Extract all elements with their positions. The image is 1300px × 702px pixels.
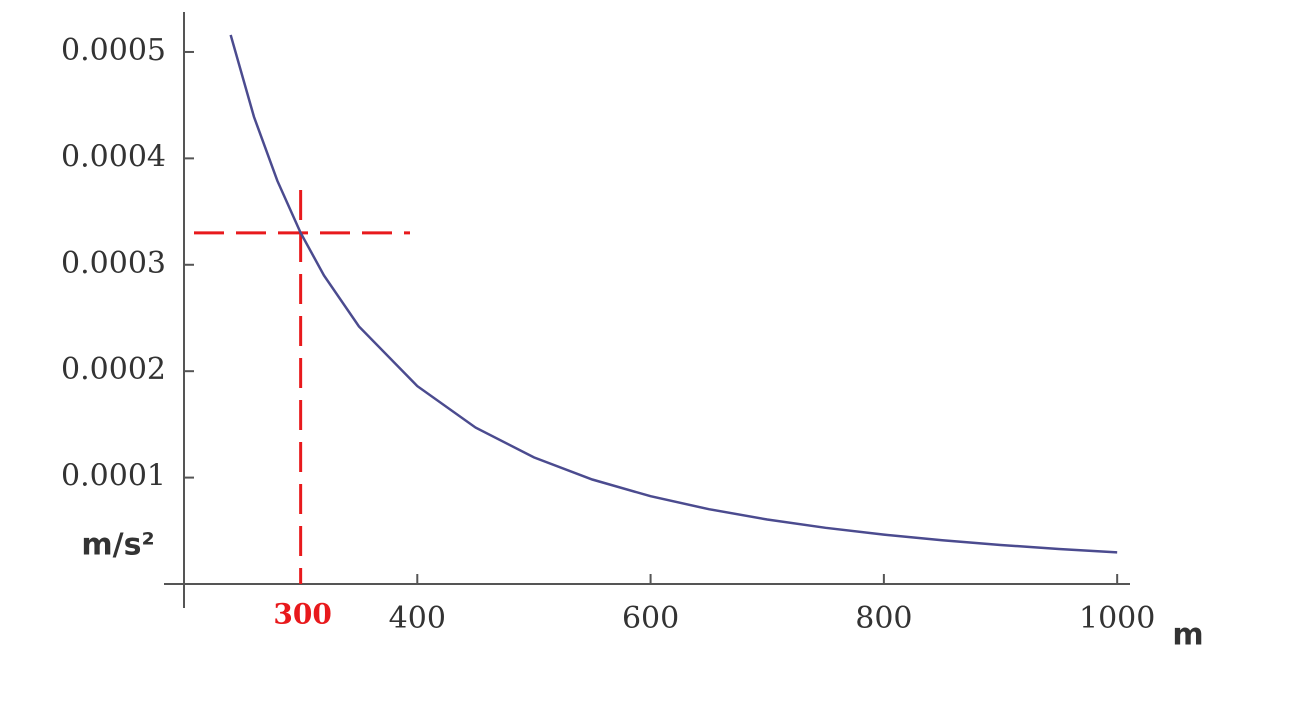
x-tick-label: 1000 bbox=[1079, 601, 1155, 636]
y-tick-label: 0.0001 bbox=[61, 459, 166, 494]
y-tick-label: 0.0003 bbox=[61, 246, 166, 281]
x-axis-label: m bbox=[1172, 618, 1203, 653]
x-tick-label: 800 bbox=[855, 601, 912, 636]
reference-label: 300 bbox=[273, 598, 331, 631]
x-tick-label: 400 bbox=[389, 601, 446, 636]
y-axis-label: m/s² bbox=[81, 528, 154, 563]
y-tick-label: 0.0004 bbox=[61, 139, 166, 174]
line-series bbox=[229, 34, 1118, 554]
y-tick-label: 0.0002 bbox=[61, 352, 166, 387]
x-tick-label: 600 bbox=[622, 601, 679, 636]
y-tick-label: 0.0005 bbox=[61, 33, 166, 68]
